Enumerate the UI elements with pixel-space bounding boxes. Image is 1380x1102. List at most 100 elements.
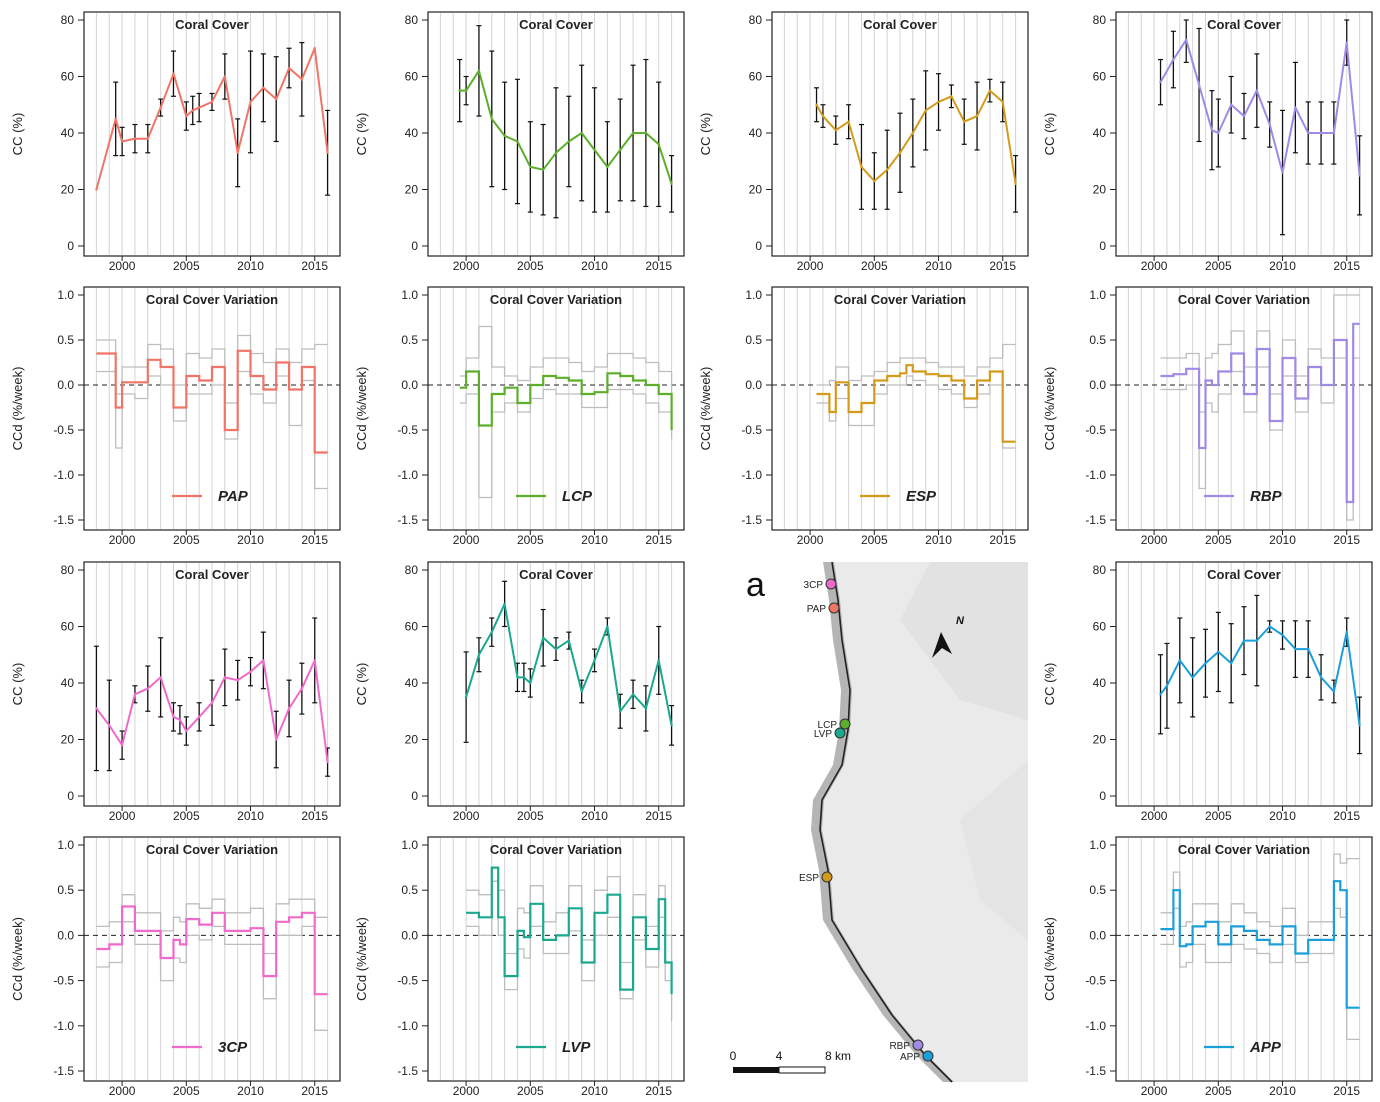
y-tick-label: -1.5 (397, 1064, 418, 1078)
y-tick-label: 0 (755, 239, 762, 253)
x-tick-label: 2015 (1333, 533, 1360, 547)
series-step-ESP (816, 364, 1016, 443)
y-tick-label: -1.0 (1085, 468, 1106, 482)
y-tick-label: -1.5 (1085, 1064, 1106, 1078)
scale-label: 4 (776, 1049, 783, 1063)
scale-bar-black (733, 1067, 779, 1073)
y-tick-label: 40 (61, 126, 75, 140)
panel-title: Coral Cover (175, 567, 249, 582)
y-tick-label: 0.5 (57, 333, 74, 347)
data-point (1217, 131, 1220, 135)
x-tick-label: 2000 (109, 533, 136, 547)
data-point (1229, 662, 1233, 665)
data-point (1294, 647, 1297, 651)
x-tick-label: 2005 (173, 1084, 200, 1097)
data-point (313, 47, 316, 50)
y-tick-label: 1.0 (1089, 288, 1106, 302)
y-axis-label: CC (%) (698, 113, 713, 156)
panel-title: Coral Cover Variation (490, 292, 622, 307)
y-tick-label: -1.0 (53, 468, 74, 482)
scale-label: 0 (730, 1049, 737, 1063)
y-tick-label: 80 (61, 563, 75, 577)
data-point (262, 659, 265, 662)
x-tick-label: 2015 (989, 259, 1016, 273)
y-tick-label: -0.5 (397, 423, 418, 437)
panel-title: Coral Cover Variation (146, 292, 278, 307)
y-tick-label: -1.0 (53, 1019, 74, 1033)
y-tick-label: 0.0 (401, 378, 418, 392)
y-tick-label: 0.0 (745, 378, 762, 392)
y-tick-label: 0.0 (57, 378, 74, 392)
x-tick-label: 2000 (453, 259, 480, 273)
x-tick-label: 2010 (237, 1084, 264, 1097)
x-tick-label: 2000 (109, 1084, 136, 1097)
data-point (326, 151, 329, 154)
y-tick-label: 1.0 (401, 838, 418, 852)
data-point (503, 602, 506, 606)
y-tick-label: -0.5 (1085, 423, 1106, 437)
panel-frame (83, 11, 341, 257)
data-point (529, 681, 532, 685)
panel-frame (771, 11, 1029, 257)
y-tick-label: 80 (405, 563, 419, 577)
site-marker-3CP (825, 578, 837, 590)
site-marker-LCP (839, 718, 851, 730)
site-marker-LVP (834, 727, 846, 739)
x-tick-label: 2005 (173, 533, 200, 547)
x-tick-label: 2005 (517, 809, 544, 823)
data-point (815, 103, 818, 106)
y-tick-label: -1.5 (741, 513, 762, 527)
x-tick-label: 2015 (645, 533, 672, 547)
panel-title: Coral Cover Variation (1178, 292, 1310, 307)
y-tick-label: 0 (411, 239, 418, 253)
x-tick-label: 2015 (301, 259, 328, 273)
data-point (120, 743, 124, 747)
data-point (541, 168, 545, 171)
data-point (554, 151, 558, 154)
panel-title: Coral Cover (1207, 17, 1281, 32)
y-tick-label: 40 (749, 126, 763, 140)
y-tick-label: -1.0 (397, 468, 418, 482)
y-tick-label: 0 (411, 789, 418, 803)
y-tick-label: 0.5 (57, 883, 74, 897)
scale-label: 8 km (825, 1049, 851, 1063)
series-line-RBP (1159, 38, 1361, 176)
data-point (873, 179, 876, 183)
x-tick-label: 2010 (925, 259, 952, 273)
panel-frame (1115, 561, 1373, 807)
y-tick-label: 1.0 (401, 288, 418, 302)
panel-frame (1115, 286, 1373, 531)
x-tick-label: 2010 (581, 1084, 608, 1097)
x-tick-label: 2015 (301, 809, 328, 823)
data-point (593, 148, 596, 152)
panel-LCP-step-5: -1.5 -1.0 -0.5 0.0 0.5 1.0 2000 2005 2010 2015 CCd… (354, 286, 685, 547)
data-point (567, 639, 571, 642)
data-point (1281, 171, 1284, 174)
data-point (95, 188, 98, 191)
data-point (210, 701, 214, 704)
y-tick-label: -0.5 (53, 423, 74, 437)
y-tick-label: 1.0 (57, 288, 74, 302)
y-tick-label: 60 (405, 620, 419, 634)
y-tick-label: 80 (61, 13, 75, 27)
data-point (670, 182, 673, 186)
panel-frame (1115, 836, 1373, 1082)
x-tick-label: 2010 (237, 259, 264, 273)
data-point (1332, 131, 1336, 135)
site-label: 3CP (804, 580, 824, 591)
data-point (146, 687, 149, 690)
data-point (503, 134, 506, 138)
data-point (236, 151, 239, 154)
x-tick-label: 2010 (237, 809, 264, 823)
panel-ESP-line-2: 0 20 40 60 80 2000 2005 2010 2015 CC (%) Coral Cov… (698, 11, 1029, 273)
data-point (249, 100, 252, 104)
y-tick-label: 0 (1099, 789, 1106, 803)
panel-3CP-step-11: -1.5 -1.0 -0.5 0.0 0.5 1.0 2000 2005 2010 2015 CCd… (10, 836, 341, 1098)
y-tick-label: -0.5 (1085, 974, 1106, 988)
y-tick-label: 20 (405, 183, 419, 197)
data-point (172, 72, 175, 75)
data-point (178, 718, 182, 721)
data-point (1307, 131, 1310, 135)
panel-frame (427, 286, 685, 531)
panel-frame (1115, 11, 1373, 257)
